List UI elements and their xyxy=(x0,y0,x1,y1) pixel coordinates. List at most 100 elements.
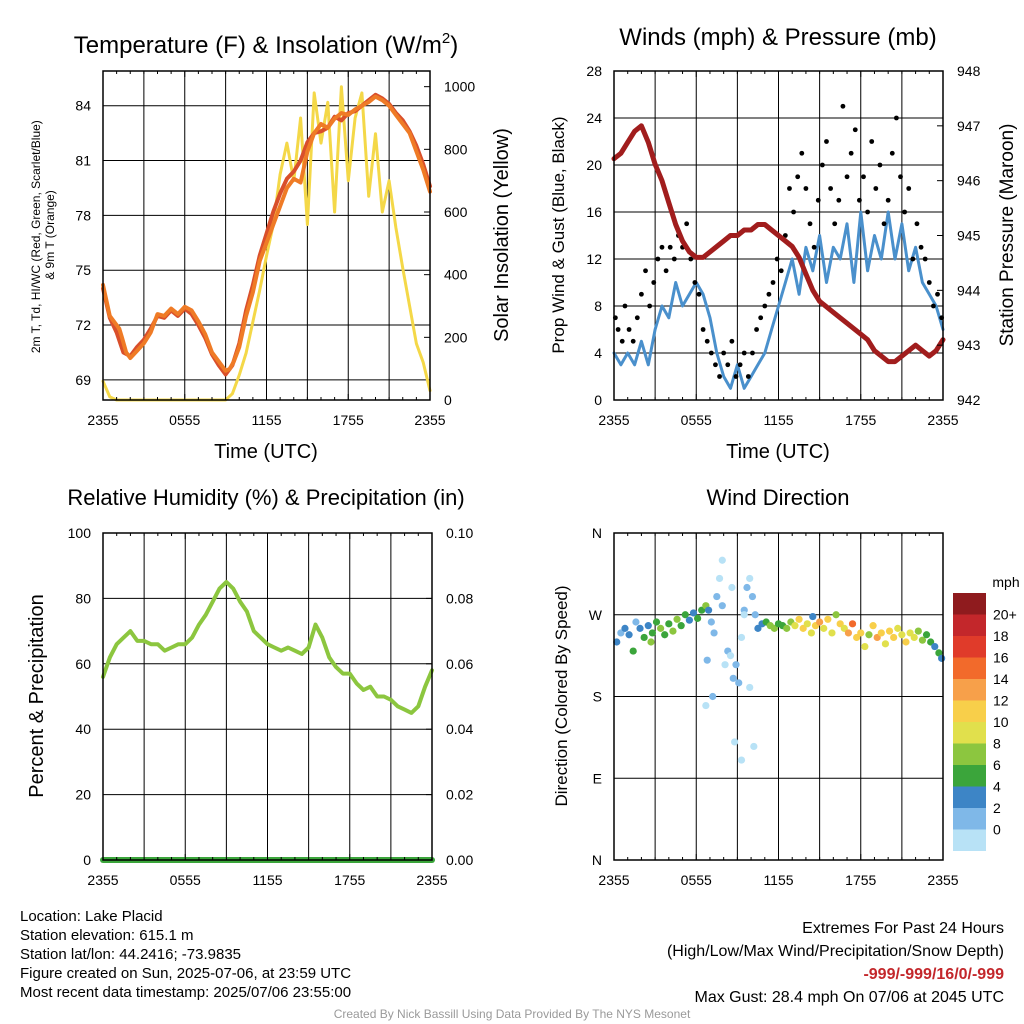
direction-point xyxy=(718,556,726,564)
direction-point xyxy=(857,629,865,637)
direction-point xyxy=(832,611,840,619)
gust-point xyxy=(647,303,653,309)
direction-point xyxy=(931,642,939,651)
direction-point xyxy=(828,629,836,637)
winds-y-axis-label: Prop Wind & Gust (Blue, Black) xyxy=(549,116,568,353)
direction-point xyxy=(869,622,877,630)
direction-point xyxy=(673,615,681,623)
direction-point xyxy=(710,629,718,637)
temperature-y-axis-label: 2m T, Td, HI/WC (Red, Green, Scarlet/Blu… xyxy=(29,117,57,353)
y2-tick-label: 200 xyxy=(444,329,468,345)
gust-point xyxy=(926,280,932,285)
wind-direction-chart-title: Wind Direction xyxy=(706,485,849,510)
wind-direction-y-axis-label: Direction (Colored By Speed) xyxy=(552,585,571,806)
y-tick-label: 20 xyxy=(75,787,91,803)
gust-point xyxy=(717,374,722,379)
direction-point xyxy=(644,622,652,630)
legend-swatch xyxy=(953,657,986,679)
direction-point xyxy=(910,633,918,642)
direction-point xyxy=(938,654,946,662)
direction-point xyxy=(625,631,633,639)
y2-tick-label: 0 xyxy=(444,392,452,408)
x-tick-label: 2355 xyxy=(87,412,118,428)
y2-tick-label: 0.10 xyxy=(446,525,473,541)
y-tick-label: 84 xyxy=(75,98,91,114)
x-tick-label: 1155 xyxy=(252,872,282,888)
direction-point xyxy=(726,652,735,660)
direction-point xyxy=(737,633,746,642)
gust-point xyxy=(893,115,899,121)
direction-point xyxy=(751,611,759,619)
direction-point xyxy=(702,701,710,710)
y-tick-label: S xyxy=(593,689,602,705)
gust-point xyxy=(852,127,858,133)
y-tick-label: 40 xyxy=(75,721,91,737)
y-tick-label: 80 xyxy=(75,590,91,606)
direction-point xyxy=(844,629,853,637)
gust-point xyxy=(774,256,780,262)
extremes-subtitle: (High/Low/Max Wind/Precipitation/Snow De… xyxy=(666,943,1004,960)
gust-point xyxy=(770,280,776,285)
gust-point xyxy=(758,315,764,321)
direction-point xyxy=(750,742,758,751)
x-tick-label: 0555 xyxy=(170,872,201,888)
gust-point xyxy=(762,303,768,309)
legend-label: 20+ xyxy=(993,607,1017,623)
legend-label: 0 xyxy=(993,822,1001,838)
x-tick-label: 1155 xyxy=(763,872,793,888)
gust-point xyxy=(659,244,665,250)
gust-point xyxy=(704,338,710,344)
gust-point xyxy=(692,280,698,285)
y-tick-label: 8 xyxy=(594,298,602,314)
extremes-values: -999/-999/16/0/-999 xyxy=(863,966,1004,983)
gust-point xyxy=(778,268,784,274)
station-elevation: Station elevation: 615.1 m xyxy=(20,927,194,944)
direction-point xyxy=(820,624,828,632)
legend-label: 8 xyxy=(993,736,1001,752)
direction-point xyxy=(632,618,640,626)
gust-point xyxy=(688,256,694,262)
legend-swatch xyxy=(953,722,986,744)
gust-point xyxy=(918,244,924,250)
gust-point xyxy=(803,186,809,191)
legend-swatch xyxy=(953,593,986,615)
gust-point xyxy=(861,174,866,180)
gust-point xyxy=(671,256,677,262)
gust-point xyxy=(844,174,850,180)
direction-point xyxy=(894,624,902,632)
gust-point xyxy=(667,244,673,250)
recent-data-timestamp: Most recent data timestamp: 2025/07/06 2… xyxy=(20,984,352,1001)
y-tick-label: 28 xyxy=(586,63,602,79)
direction-point xyxy=(885,627,894,635)
legend-label: 4 xyxy=(993,779,1001,795)
speed-legend-title: mph xyxy=(992,574,1019,590)
temperature-grid xyxy=(103,71,430,400)
y-tick-label: W xyxy=(589,607,603,623)
gust-point xyxy=(914,221,920,227)
gust-point xyxy=(651,280,657,285)
pressure-line xyxy=(611,123,946,365)
x-tick-label: 1755 xyxy=(845,872,876,888)
direction-point xyxy=(807,629,816,637)
gust-point xyxy=(819,162,825,168)
gust-point xyxy=(836,197,842,203)
y-tick-label: 16 xyxy=(586,204,602,220)
direction-point xyxy=(665,620,673,628)
y-tick-label: 0 xyxy=(594,392,602,408)
gust-point xyxy=(745,374,751,379)
direction-point xyxy=(809,612,817,621)
gust-point xyxy=(750,350,755,356)
gust-point xyxy=(873,186,879,191)
station-info: Location: Lake Placid Station elevation:… xyxy=(20,907,351,1002)
y2-tick-label: 946 xyxy=(957,173,981,189)
direction-point xyxy=(746,574,754,583)
direction-point xyxy=(890,633,898,642)
legend-label: 16 xyxy=(993,650,1009,666)
direction-point xyxy=(902,638,910,646)
humidity-y-axis-label: Percent & Precipitation xyxy=(26,594,48,797)
humidity-grid xyxy=(103,533,432,860)
direction-point xyxy=(657,624,665,632)
gust-point xyxy=(721,350,727,356)
direction-point xyxy=(629,647,637,655)
gust-point xyxy=(828,186,833,191)
